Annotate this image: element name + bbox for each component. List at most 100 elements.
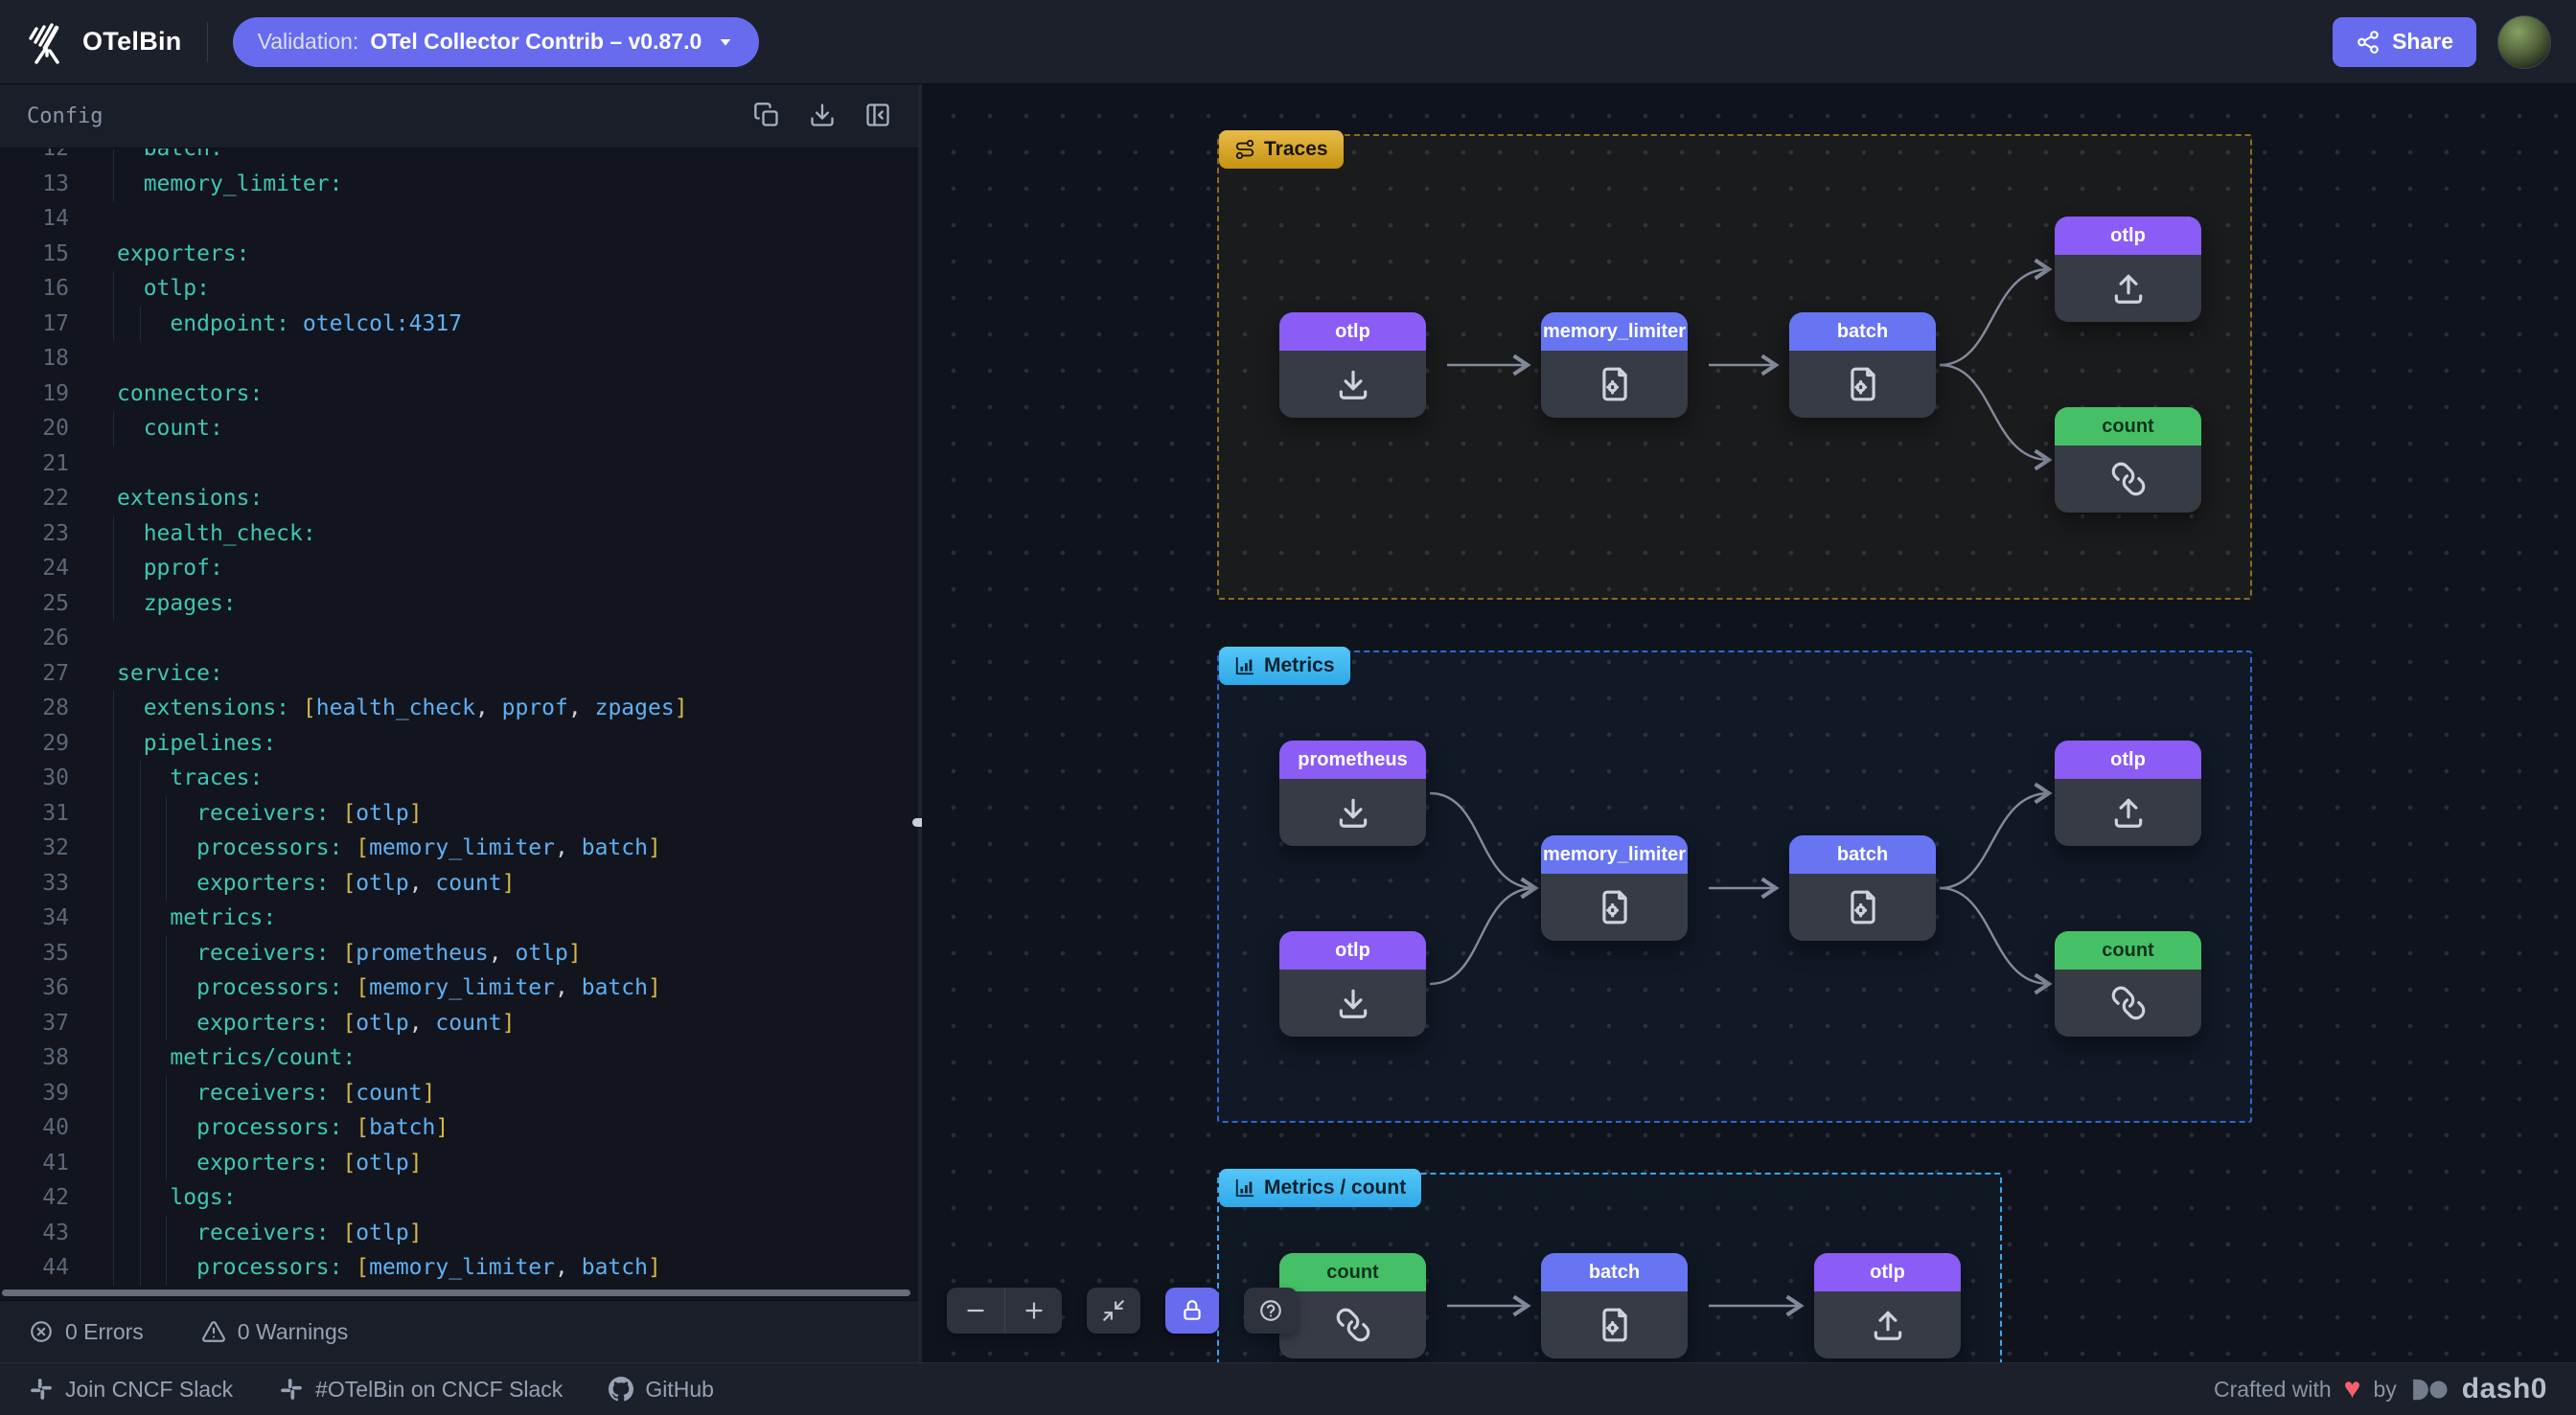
code-line: 14 (0, 201, 918, 237)
link-icon (2110, 461, 2147, 497)
upload-icon (1870, 1307, 1906, 1343)
copy-config-button[interactable] (753, 102, 780, 131)
link-label: GitHub (645, 1376, 714, 1402)
code-line: 28 extensions: [health_check, pprof, zpa… (0, 691, 918, 726)
section-tag-metrics: Metrics (1219, 647, 1350, 685)
line-number: 19 (42, 380, 69, 406)
zoom-out-button[interactable] (947, 1288, 1004, 1334)
edge-m-prom-to-m-meml (1429, 791, 1539, 900)
section-label: Metrics / count (1264, 1176, 1407, 1198)
warnings-status[interactable]: 0 Warnings (201, 1319, 348, 1345)
panel-resize-divider[interactable] (912, 84, 928, 1362)
line-number: 14 (42, 206, 69, 231)
pipeline-node-count-connector[interactable]: count (1279, 1253, 1426, 1358)
section-label: Metrics (1264, 654, 1335, 676)
code-line: 21 (0, 446, 918, 482)
download-icon (1335, 366, 1371, 402)
zoom-in-button[interactable] (1004, 1288, 1062, 1334)
node-label: otlp (1335, 320, 1370, 342)
line-number: 37 (42, 1010, 69, 1036)
collapse-panel-button[interactable] (864, 102, 891, 131)
code-line: 15 exporters: (0, 237, 918, 272)
link-otelbin-cncf-slack[interactable]: #OTelBin on CNCF Slack (279, 1377, 563, 1403)
share-button[interactable]: Share (2333, 16, 2476, 67)
graph-controls (947, 1288, 1298, 1334)
link-github[interactable]: GitHub (609, 1377, 714, 1403)
code-line: 17 endpoint: otelcol:4317 (0, 306, 918, 341)
file-cog-icon (1845, 366, 1881, 402)
brand[interactable]: OTelBin (25, 20, 182, 64)
line-number: 35 (42, 940, 69, 966)
fit-view-icon (1101, 1298, 1126, 1323)
line-number: 38 (42, 1045, 69, 1070)
user-avatar[interactable] (2497, 14, 2551, 69)
main-split: Config 12 batch: 13 memory_limiter: 14 15 ex… (0, 84, 2576, 1362)
edge-t-batch-to-t-otlp-e (1939, 258, 2053, 367)
errors-status[interactable]: 0 Errors (29, 1319, 144, 1345)
validation-selector[interactable]: Validation: OTel Collector Contrib – v0.… (232, 16, 760, 67)
code-line: 26 (0, 621, 918, 656)
line-number: 13 (42, 171, 69, 196)
code-line: 31 receivers: [otlp] (0, 795, 918, 831)
node-label: batch (1836, 320, 1889, 342)
pipeline-node-batch-processor[interactable]: batch (1789, 312, 1936, 418)
code-line: 36 processors: [memory_limiter, batch] (0, 970, 918, 1006)
fit-view-button[interactable] (1087, 1288, 1140, 1334)
panel-resize-handle[interactable] (912, 818, 928, 827)
node-label: otlp (2110, 748, 2146, 770)
graph-edges (1429, 258, 2053, 1317)
file-cog-icon (1597, 889, 1633, 925)
minus-icon (963, 1298, 988, 1323)
line-number: 28 (42, 696, 69, 720)
otelbin-logo-icon (25, 20, 69, 64)
app-footer: Join CNCF Slack #OTelBin on CNCF Slack G… (0, 1362, 2576, 1415)
pipeline-node-otlp-exporter[interactable]: otlp (1814, 1253, 1961, 1358)
warning-icon (201, 1319, 226, 1344)
lock-button[interactable] (1165, 1288, 1219, 1334)
editor-horizontal-scrollbar[interactable] (2, 1289, 910, 1296)
download-config-button[interactable] (809, 102, 836, 131)
pipeline-node-memory_limiter-processor[interactable]: memory_limiter (1541, 835, 1688, 941)
line-number: 26 (42, 626, 69, 650)
pipeline-node-batch-processor[interactable]: batch (1541, 1253, 1688, 1358)
pipeline-node-count-connector[interactable]: count (2055, 931, 2201, 1037)
validation-status-bar: 0 Errors 0 Warnings (0, 1300, 918, 1362)
credit: Crafted with ♥ by dash0 (2214, 1373, 2547, 1405)
line-number: 33 (42, 870, 69, 896)
pipeline-section-metrics (1217, 650, 2252, 1123)
pipeline-node-otlp-receiver[interactable]: otlp (1279, 931, 1426, 1037)
edge-m-batch-to-m-count (1939, 886, 2053, 995)
file-cog-icon (1845, 889, 1881, 925)
help-button[interactable] (1244, 1288, 1298, 1334)
pipeline-node-prometheus-receiver[interactable]: prometheus (1279, 741, 1426, 846)
link-label: Join CNCF Slack (65, 1376, 234, 1402)
line-number: 22 (42, 486, 69, 511)
pipeline-node-otlp-exporter[interactable]: otlp (2055, 217, 2201, 322)
pipeline-node-batch-processor[interactable]: batch (1789, 835, 1936, 941)
line-number: 44 (42, 1255, 69, 1280)
section-label: Traces (1264, 138, 1328, 160)
file-cog-icon (1597, 366, 1633, 402)
code-line: 22 extensions: (0, 481, 918, 516)
link-join-cncf-slack[interactable]: Join CNCF Slack (29, 1377, 233, 1403)
validation-label: Validation: (257, 29, 359, 54)
dash0-wordmark[interactable]: dash0 (2461, 1373, 2547, 1404)
pipeline-node-otlp-receiver[interactable]: otlp (1279, 312, 1426, 418)
pipeline-node-memory_limiter-processor[interactable]: memory_limiter (1541, 312, 1688, 418)
lock-icon (1180, 1298, 1205, 1323)
route-icon (1234, 139, 1255, 160)
upload-icon (2110, 794, 2147, 831)
slack-icon (279, 1377, 304, 1402)
pipeline-node-count-connector[interactable]: count (2055, 407, 2201, 513)
copy-icon (753, 102, 780, 128)
line-number: 32 (42, 835, 69, 860)
pipeline-node-otlp-exporter[interactable]: otlp (2055, 741, 2201, 846)
node-label: otlp (1335, 939, 1370, 961)
code-line: 32 processors: [memory_limiter, batch] (0, 831, 918, 866)
code-line: 38 metrics/count: (0, 1040, 918, 1076)
dash0-logo-icon[interactable] (2409, 1377, 2450, 1403)
share-icon (2356, 30, 2380, 55)
pipeline-graph[interactable]: Traces Metrics Metrics / count otlp memory_l… (922, 84, 2576, 1362)
slack-icon (29, 1377, 54, 1402)
yaml-editor[interactable]: 12 batch: 13 memory_limiter: 14 15 exporters… (0, 148, 918, 1300)
